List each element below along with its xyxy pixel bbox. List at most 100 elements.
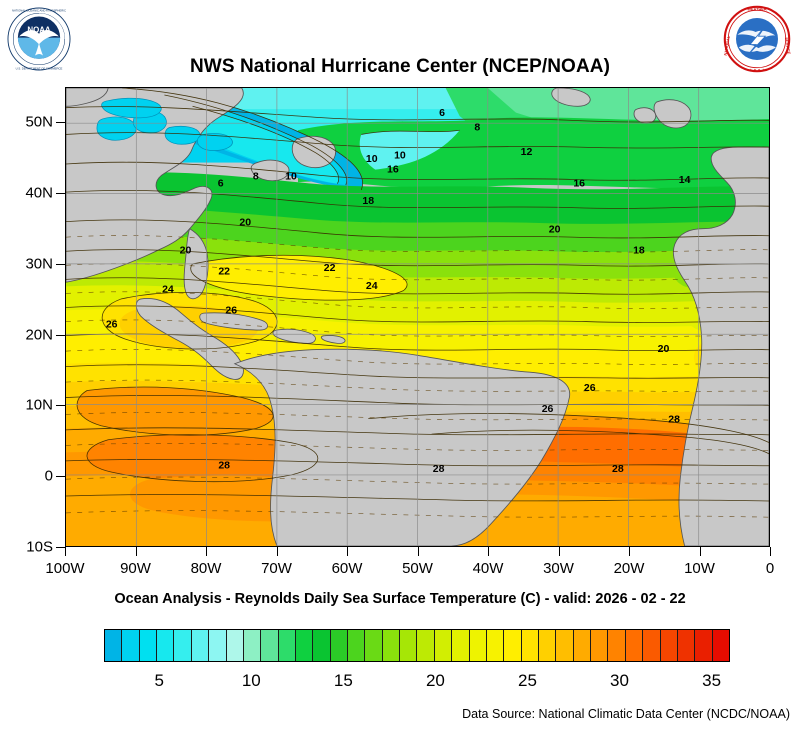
x-axis-tick bbox=[347, 547, 348, 556]
svg-text:WEATHER: WEATHER bbox=[747, 6, 767, 11]
colorbar-swatch bbox=[348, 630, 366, 661]
colorbar-tick-label: 5 bbox=[154, 671, 164, 690]
colorbar-swatch bbox=[191, 630, 210, 661]
colorbar-swatch bbox=[139, 630, 158, 661]
y-axis-tick-label: 10S bbox=[26, 538, 53, 556]
x-axis-tick bbox=[206, 547, 207, 556]
y-axis-tick bbox=[56, 547, 65, 548]
colorbar-swatch bbox=[365, 630, 383, 661]
contour-label: 26 bbox=[584, 382, 596, 394]
x-axis-tick bbox=[488, 547, 489, 556]
colorbar-tick-label: 20 bbox=[425, 671, 445, 690]
y-axis-tick bbox=[56, 122, 65, 124]
y-axis-tick-label: 50N bbox=[25, 113, 53, 131]
contour-label: 28 bbox=[218, 459, 230, 471]
colorbar-swatch bbox=[625, 630, 644, 661]
svg-text:U.S. DEPARTMENT OF COMMERCE: U.S. DEPARTMENT OF COMMERCE bbox=[16, 66, 63, 70]
colorbar-swatch bbox=[122, 630, 140, 661]
x-axis-tick bbox=[135, 547, 137, 556]
colorbar-swatch bbox=[417, 630, 435, 661]
colorbar-swatch bbox=[278, 630, 296, 661]
colorbar-swatch bbox=[209, 630, 227, 661]
x-axis-tick-label: 70W bbox=[261, 560, 292, 577]
y-axis-tick bbox=[56, 193, 65, 195]
contour-label: 22 bbox=[324, 262, 336, 274]
colorbar-swatch bbox=[504, 630, 522, 661]
contour-label: 6 bbox=[439, 107, 445, 119]
contour-label: 22 bbox=[218, 266, 230, 278]
colorbar-swatch bbox=[313, 630, 331, 661]
contour-label: 24 bbox=[366, 280, 378, 292]
svg-text:NATIONAL OCEANIC AND ATMOSPHER: NATIONAL OCEANIC AND ATMOSPHERIC bbox=[12, 9, 66, 13]
colorbar-swatch bbox=[521, 630, 539, 661]
colorbar-swatch bbox=[573, 630, 592, 661]
contour-label: 28 bbox=[612, 463, 624, 475]
x-axis-tick-label: 20W bbox=[613, 560, 645, 577]
y-axis-tick-label: 0 bbox=[44, 467, 53, 485]
colorbar-swatch bbox=[712, 630, 729, 661]
colorbar-swatch bbox=[660, 630, 678, 661]
y-axis-tick bbox=[56, 334, 65, 336]
x-axis-tick-label: 60W bbox=[331, 560, 363, 577]
temperature-colorbar[interactable] bbox=[104, 629, 730, 662]
x-axis-tick bbox=[629, 547, 630, 556]
contour-label: 28 bbox=[433, 463, 445, 475]
contour-label: 26 bbox=[542, 403, 554, 415]
x-axis-tick-label: 40W bbox=[472, 560, 504, 577]
x-axis-tick-label: 30W bbox=[543, 560, 574, 577]
contour-label: 14 bbox=[679, 174, 691, 186]
page-title: NWS National Hurricane Center (NCEP/NOAA… bbox=[189, 56, 611, 77]
colorbar-swatch bbox=[105, 630, 123, 661]
national-weather-service-logo: ★ ★ ★ ★ WEATHER NATIONAL SERVICE bbox=[722, 4, 792, 74]
contour-label: 18 bbox=[633, 245, 645, 257]
colorbar-swatch bbox=[400, 630, 418, 661]
x-axis-tick-label: 0 bbox=[765, 560, 775, 577]
data-source-note: Data Source: National Climatic Data Cent… bbox=[462, 707, 790, 721]
svg-text:SERVICE: SERVICE bbox=[784, 37, 792, 55]
colorbar-swatch bbox=[434, 630, 453, 661]
contour-label: 24 bbox=[162, 283, 174, 295]
contour-label: 16 bbox=[573, 178, 585, 190]
contour-label: 8 bbox=[253, 171, 259, 183]
contour-label: 28 bbox=[668, 414, 680, 426]
x-axis-tick bbox=[417, 547, 419, 556]
contour-label: 20 bbox=[658, 343, 670, 355]
chart-subtitle: Ocean Analysis - Reynolds Daily Sea Surf… bbox=[114, 591, 686, 607]
noaa-logo-text: NOAA bbox=[27, 25, 51, 34]
y-axis-tick-label: 20N bbox=[25, 326, 53, 344]
y-axis-tick-label: 30N bbox=[25, 255, 53, 273]
colorbar-swatch bbox=[174, 630, 192, 661]
x-axis-tick bbox=[699, 547, 701, 556]
nws-logo-text: ★ ★ ★ ★ bbox=[749, 68, 765, 72]
colorbar-tick-label: 25 bbox=[518, 671, 537, 690]
contour-label: 10 bbox=[285, 171, 297, 183]
y-axis-tick bbox=[56, 476, 65, 478]
y-axis-tick bbox=[56, 263, 65, 265]
colorbar-tick-label: 35 bbox=[702, 671, 722, 690]
colorbar-swatch bbox=[677, 630, 696, 661]
colorbar-swatch bbox=[295, 630, 314, 661]
x-axis-tick bbox=[65, 547, 66, 556]
colorbar-swatch bbox=[538, 630, 557, 661]
contour-label: 8 bbox=[474, 121, 480, 133]
colorbar-swatch bbox=[591, 630, 609, 661]
contour-label: 20 bbox=[239, 216, 251, 228]
contour-label: 16 bbox=[387, 164, 399, 176]
colorbar-tick-label: 30 bbox=[610, 671, 629, 690]
colorbar-swatch bbox=[452, 630, 470, 661]
x-axis-tick bbox=[276, 547, 278, 556]
sst-map-plot[interactable]: 6 8 12 14 16 6 8 10 10 10 16 18 18 20 20 20 22 22 24 24 26 26… bbox=[65, 87, 770, 547]
colorbar-swatch bbox=[330, 630, 349, 661]
colorbar-swatch bbox=[243, 630, 262, 661]
x-axis-tick bbox=[770, 547, 771, 556]
noaa-seal-logo: NOAA NATIONAL OCEANIC AND ATMOSPHERIC U.… bbox=[6, 6, 72, 72]
x-axis-tick bbox=[558, 547, 560, 556]
colorbar-swatch bbox=[486, 630, 505, 661]
colorbar-swatch bbox=[382, 630, 401, 661]
contour-label: 12 bbox=[521, 146, 533, 158]
y-axis-tick bbox=[56, 405, 65, 407]
graticule-grid bbox=[66, 88, 769, 546]
colorbar-swatch bbox=[261, 630, 279, 661]
contour-label: 26 bbox=[106, 319, 118, 331]
contour-label: 20 bbox=[180, 245, 192, 257]
